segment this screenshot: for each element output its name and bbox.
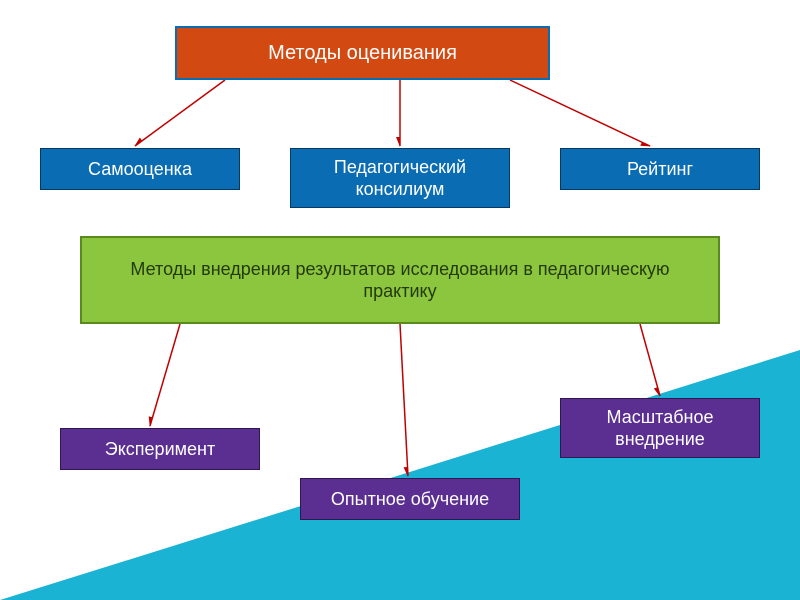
node-trial-teaching: Опытное обучение — [300, 478, 520, 520]
node-large-scale: Масштабное внедрение — [560, 398, 760, 458]
node-assessment-methods: Методы оценивания — [175, 26, 550, 80]
node-label: Эксперимент — [105, 438, 215, 461]
node-label: Рейтинг — [627, 158, 693, 181]
node-label: Самооценка — [88, 158, 192, 181]
node-implementation-methods: Методы внедрения результатов исследовани… — [80, 236, 720, 324]
node-self-assessment: Самооценка — [40, 148, 240, 190]
node-pedagogical-council: Педагогический консилиум — [290, 148, 510, 208]
node-rating: Рейтинг — [560, 148, 760, 190]
node-label: Методы оценивания — [268, 41, 457, 66]
cyan-triangle-bg — [0, 350, 800, 600]
node-experiment: Эксперимент — [60, 428, 260, 470]
node-label: Методы внедрения результатов исследовани… — [92, 258, 708, 303]
node-label: Опытное обучение — [331, 488, 489, 511]
node-label: Масштабное внедрение — [571, 406, 749, 451]
node-label: Педагогический консилиум — [301, 156, 499, 201]
